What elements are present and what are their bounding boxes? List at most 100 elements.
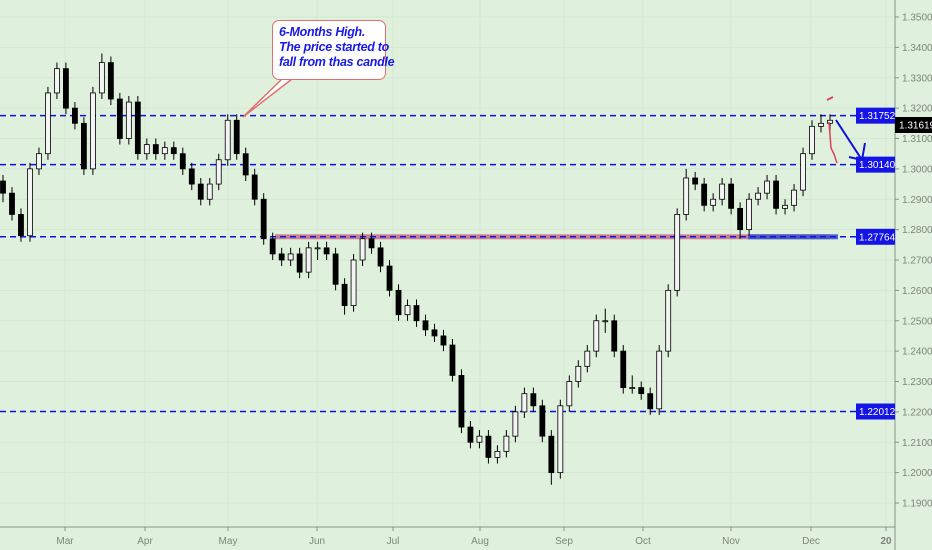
y-tick-label: 1.35000 <box>902 13 932 24</box>
candle-up <box>629 387 636 389</box>
candle-down <box>63 68 69 109</box>
candle-up <box>143 144 150 155</box>
time-axis[interactable]: Mar Apr May Jun Jul Aug Sep Oct Nov Dec 20 <box>56 527 892 547</box>
candle-up <box>350 259 357 306</box>
candle-down <box>395 289 402 316</box>
candle-up <box>215 159 222 185</box>
candle-up <box>755 192 761 200</box>
price-tag-label: 1.27764 <box>859 232 896 243</box>
candle-down <box>728 183 735 209</box>
y-tick-label: 1.19000 <box>902 499 932 510</box>
y-tick-label: 1.26000 <box>902 286 932 297</box>
candle-down <box>485 435 492 458</box>
last-price-label: 1.31619 <box>899 121 932 132</box>
candle-up <box>683 177 690 215</box>
candle-down <box>440 335 447 346</box>
candle-down <box>72 107 78 124</box>
candle-down <box>449 344 456 376</box>
candle-up <box>566 381 573 407</box>
y-tick-label: 1.33000 <box>902 73 932 84</box>
price-tag-label: 1.30140 <box>859 160 896 171</box>
candle-up <box>809 125 815 155</box>
candle-down <box>188 168 195 185</box>
y-tick-label: 1.20000 <box>902 468 932 479</box>
price-tag <box>856 156 895 173</box>
price-axis[interactable]: 1.35000 1.34000 1.33000 1.32000 1.31000 1.300… <box>895 13 932 510</box>
candle-down <box>278 253 285 261</box>
candle-up <box>557 405 564 474</box>
candle-down <box>242 153 249 176</box>
red-mark <box>826 96 834 101</box>
price-tags: 1.31752 1.30140 1.27764 1.22012 1.31619 <box>856 107 932 420</box>
x-tick-label: May <box>219 536 238 547</box>
horizontal-levels[interactable] <box>0 114 895 413</box>
x-tick-label: Aug <box>471 536 489 547</box>
y-tick-label: 1.31000 <box>902 134 932 145</box>
candle-up <box>27 168 33 237</box>
x-tick-label: Nov <box>722 536 740 547</box>
candle-up <box>782 204 788 209</box>
candle-down <box>107 62 114 100</box>
candle-down <box>611 320 618 352</box>
candle-down <box>269 238 276 255</box>
price-tag <box>856 107 895 124</box>
candle-up <box>476 435 483 443</box>
candles <box>0 53 833 485</box>
candle-down <box>377 247 384 267</box>
candle-up <box>674 214 681 291</box>
annotation-callout[interactable]: 6-Months High. The price started to fall… <box>272 20 395 80</box>
x-tick-label: Jul <box>387 536 400 547</box>
candle-down <box>413 305 420 322</box>
x-tick-label: Sep <box>555 536 573 547</box>
candle-down <box>9 192 15 215</box>
last-price-tag <box>895 117 932 133</box>
price-tag-label: 1.22012 <box>859 407 896 418</box>
y-tick-label: 1.28000 <box>902 225 932 236</box>
candle-down <box>638 387 645 395</box>
candle-down <box>368 238 375 249</box>
candle-down <box>170 147 177 155</box>
grid <box>0 0 895 527</box>
candle-down <box>233 119 240 155</box>
candle-down <box>116 98 123 139</box>
annotation-line: The price started to <box>279 40 389 54</box>
candle-up <box>36 153 42 170</box>
red-path <box>828 121 838 164</box>
y-tick-label: 1.25000 <box>902 316 932 327</box>
candle-up <box>521 393 528 413</box>
candle-up <box>404 305 411 316</box>
drawings <box>242 78 866 164</box>
candle-up <box>710 198 717 206</box>
candle-up <box>125 101 132 139</box>
candle-down <box>152 144 159 155</box>
candle-down <box>197 183 204 200</box>
candle-up <box>602 320 609 323</box>
candle-up <box>593 320 600 352</box>
y-tick-label: 1.21000 <box>902 438 932 449</box>
candle-down <box>386 265 393 291</box>
candle-down <box>548 435 555 474</box>
x-tick-label: Mar <box>56 536 74 547</box>
candle-down <box>260 198 267 240</box>
candle-down <box>296 253 303 273</box>
candle-up <box>224 119 231 161</box>
callout-pointer <box>242 78 293 118</box>
candle-down <box>737 207 744 231</box>
candle-up <box>503 435 510 452</box>
candle-up <box>656 350 663 410</box>
annotation-line: fall from thas candle <box>279 55 395 69</box>
candle-up <box>719 183 726 200</box>
x-tick-label: Jun <box>309 536 325 547</box>
candle-up <box>665 289 672 352</box>
x-tick-label: Oct <box>635 536 651 547</box>
candle-down <box>332 253 339 285</box>
candle-down <box>179 153 186 170</box>
y-tick-label: 1.27000 <box>902 256 932 267</box>
price-tag-label: 1.31752 <box>859 111 896 122</box>
candle-down <box>692 177 699 185</box>
y-tick-label: 1.32000 <box>902 104 932 115</box>
candle-up <box>359 238 366 261</box>
candle-down <box>773 180 779 209</box>
candle-down <box>458 375 465 428</box>
